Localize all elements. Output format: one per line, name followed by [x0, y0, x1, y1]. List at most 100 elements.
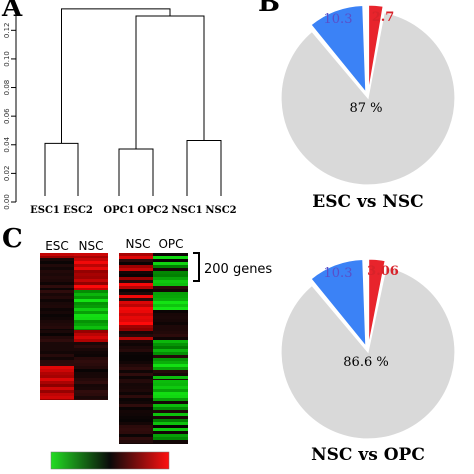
heat-cell: [119, 313, 153, 316]
panel-label-b: B: [258, 0, 280, 18]
y-tick-label: 0.04: [3, 136, 11, 152]
heat-cell: [153, 437, 188, 440]
heat-cell: [119, 376, 153, 379]
heat-cell: [153, 416, 188, 419]
heat-cell: [153, 343, 188, 346]
heat-cell: [40, 387, 74, 390]
heat-cell: [74, 378, 108, 381]
heat-cell: [40, 299, 74, 302]
heat-cell: [40, 273, 74, 276]
heat-cell: [74, 342, 108, 345]
heat-col-nsc-right: NSC: [126, 237, 151, 251]
heat-cell: [40, 314, 74, 317]
leaf-label: ESC2: [63, 205, 93, 216]
heat-cell: [119, 289, 153, 292]
heat-cell: [74, 270, 108, 273]
heat-cell: [40, 399, 74, 400]
heat-cell: [153, 259, 188, 262]
heat-cell: [153, 307, 188, 310]
heat-cell: [153, 310, 188, 313]
leaf-label: OPC2: [137, 205, 168, 216]
heat-cell: [153, 274, 188, 277]
heat-cell: [153, 322, 188, 325]
heat-cell: [74, 345, 108, 348]
heat-cell: [74, 314, 108, 317]
heat-cell: [119, 358, 153, 361]
heat-cell: [119, 380, 153, 383]
dendrogram-branch: [61, 8, 171, 144]
heat-cell: [74, 273, 108, 276]
heat-cell: [153, 404, 188, 407]
pie-slice-red: [367, 4, 384, 93]
heat-cell: [119, 404, 153, 407]
pie-slice-gray: [280, 266, 456, 440]
heat-cell: [119, 389, 153, 392]
heat-cell: [74, 256, 108, 258]
dendrogram-branches: [44, 8, 222, 196]
heat-cell: [74, 276, 108, 279]
heat-cell: [40, 351, 74, 354]
heat-cell: [40, 276, 74, 279]
heat-cell: [153, 389, 188, 392]
heat-cell: [119, 307, 153, 310]
heat-cell: [153, 370, 188, 373]
heat-cell: [153, 325, 188, 328]
heat-cell: [74, 366, 108, 369]
heat-cell: [153, 328, 188, 331]
dendrogram-branch: [44, 142, 79, 196]
heat-cell: [119, 425, 153, 428]
heat-cell: [119, 370, 153, 373]
heat-cell: [153, 386, 188, 389]
heat-cell: [153, 265, 188, 268]
heat-cell: [40, 375, 74, 378]
heat-cell: [74, 372, 108, 375]
heat-cell: [119, 364, 153, 367]
heat-cell: [119, 361, 153, 364]
heat-cell: [119, 283, 153, 286]
heat-cell: [119, 407, 153, 410]
heat-cell: [153, 367, 188, 370]
heat-cell: [153, 410, 188, 413]
heat-cell: [40, 311, 74, 314]
heat-cell: [153, 422, 188, 425]
y-tick-label: 0.08: [3, 80, 11, 96]
heat-cell: [74, 329, 108, 330]
heat-cell: [119, 395, 153, 398]
heat-cell: [153, 380, 188, 383]
heat-cell: [119, 292, 153, 295]
heat-cell: [74, 317, 108, 320]
heat-cell: [119, 386, 153, 389]
heat-cell: [40, 320, 74, 323]
heat-cell: [153, 425, 188, 428]
heat-cell: [119, 256, 153, 259]
heat-cell: [40, 279, 74, 282]
heat-cell: [153, 277, 188, 280]
heat-cell: [40, 339, 74, 342]
heat-cell: [153, 319, 188, 322]
heat-cell: [153, 280, 188, 283]
heat-cell: [74, 384, 108, 387]
heat-cell: [119, 379, 153, 380]
heat-cell: [153, 352, 188, 355]
heat-col-esc: ESC: [45, 239, 69, 253]
heat-cell: [40, 317, 74, 320]
heat-cell: [40, 378, 74, 381]
heat-cell: [40, 267, 74, 270]
heat-cell: [153, 295, 188, 298]
heat-cell: [153, 440, 188, 443]
heat-cell: [119, 325, 153, 328]
heat-cell: [40, 384, 74, 387]
heat-cell: [74, 320, 108, 323]
heat-cell: [74, 387, 108, 390]
heat-cell: [119, 443, 153, 444]
leaf-label: ESC1: [30, 205, 60, 216]
heat-cell: [153, 286, 188, 289]
heat-cell: [153, 361, 188, 364]
heat-cell: [119, 295, 153, 298]
heat-cell: [153, 413, 188, 416]
heat-cell: [40, 396, 74, 399]
heat-cell: [153, 337, 188, 340]
pie-label-red: 3.06: [367, 264, 399, 279]
heat-cell: [119, 383, 153, 386]
heat-cell: [153, 401, 188, 404]
